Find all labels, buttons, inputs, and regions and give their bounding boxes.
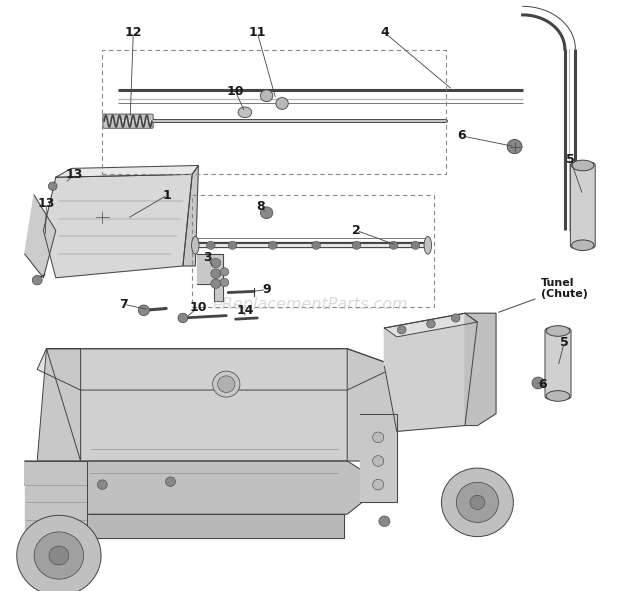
Polygon shape: [25, 195, 56, 278]
Ellipse shape: [572, 160, 594, 171]
Polygon shape: [46, 349, 347, 461]
Text: 12: 12: [125, 26, 142, 39]
Polygon shape: [347, 349, 397, 461]
Text: 11: 11: [249, 26, 266, 39]
Circle shape: [32, 275, 42, 285]
Circle shape: [260, 90, 273, 102]
Text: 4: 4: [380, 26, 389, 39]
Polygon shape: [384, 313, 477, 337]
Circle shape: [220, 268, 229, 276]
Text: 3: 3: [203, 251, 212, 264]
Ellipse shape: [546, 391, 570, 401]
Circle shape: [373, 456, 384, 466]
Circle shape: [49, 546, 69, 565]
Polygon shape: [25, 461, 384, 514]
Text: 5: 5: [566, 153, 575, 166]
Text: 1: 1: [163, 189, 172, 202]
Text: 5: 5: [560, 336, 569, 349]
Circle shape: [397, 326, 406, 334]
Text: 14: 14: [236, 304, 254, 317]
Ellipse shape: [572, 240, 594, 251]
Text: 13: 13: [38, 197, 55, 210]
Circle shape: [97, 480, 107, 489]
Text: 7: 7: [120, 298, 128, 311]
Polygon shape: [37, 349, 81, 461]
Circle shape: [48, 182, 57, 190]
Circle shape: [441, 468, 513, 537]
Bar: [102, 50, 446, 174]
Circle shape: [213, 371, 240, 397]
Polygon shape: [25, 461, 87, 544]
FancyBboxPatch shape: [103, 114, 153, 128]
Text: 8: 8: [256, 200, 265, 213]
Circle shape: [211, 279, 221, 288]
FancyBboxPatch shape: [570, 163, 595, 248]
Circle shape: [211, 269, 221, 278]
Circle shape: [312, 241, 321, 249]
Text: 9: 9: [262, 283, 271, 296]
Bar: [192, 195, 434, 307]
FancyBboxPatch shape: [545, 328, 571, 399]
Polygon shape: [465, 313, 496, 426]
Circle shape: [507, 139, 522, 154]
Circle shape: [373, 432, 384, 443]
Circle shape: [470, 495, 485, 509]
Polygon shape: [31, 514, 344, 538]
Text: 6: 6: [538, 378, 547, 391]
Circle shape: [268, 241, 277, 249]
Circle shape: [218, 376, 235, 392]
Circle shape: [228, 241, 237, 249]
Circle shape: [379, 516, 390, 527]
Ellipse shape: [424, 236, 432, 254]
Polygon shape: [37, 349, 397, 390]
Circle shape: [352, 241, 361, 249]
Circle shape: [451, 314, 460, 322]
Circle shape: [532, 377, 544, 389]
Polygon shape: [384, 313, 477, 431]
Text: Tunel
(Chute): Tunel (Chute): [498, 278, 588, 312]
Text: 10: 10: [227, 85, 244, 98]
Polygon shape: [43, 174, 192, 278]
Polygon shape: [360, 414, 397, 502]
Text: 13: 13: [66, 168, 83, 181]
Text: 6: 6: [458, 129, 466, 142]
Circle shape: [34, 532, 84, 579]
Circle shape: [373, 479, 384, 490]
Circle shape: [276, 98, 288, 109]
Circle shape: [456, 482, 498, 522]
Circle shape: [138, 305, 149, 316]
Circle shape: [211, 258, 221, 268]
Circle shape: [411, 241, 420, 249]
Circle shape: [206, 241, 215, 249]
Text: eReplacementParts.com: eReplacementParts.com: [212, 297, 408, 312]
Circle shape: [166, 477, 175, 486]
Polygon shape: [197, 254, 223, 301]
Text: 10: 10: [190, 301, 207, 314]
Circle shape: [427, 320, 435, 328]
Polygon shape: [183, 165, 198, 266]
Circle shape: [178, 313, 188, 323]
Circle shape: [260, 207, 273, 219]
Ellipse shape: [546, 326, 570, 336]
Text: 2: 2: [352, 224, 361, 237]
Ellipse shape: [192, 236, 199, 254]
Polygon shape: [56, 165, 198, 177]
Circle shape: [17, 515, 101, 591]
Ellipse shape: [238, 107, 252, 118]
Circle shape: [389, 241, 398, 249]
Circle shape: [220, 278, 229, 287]
